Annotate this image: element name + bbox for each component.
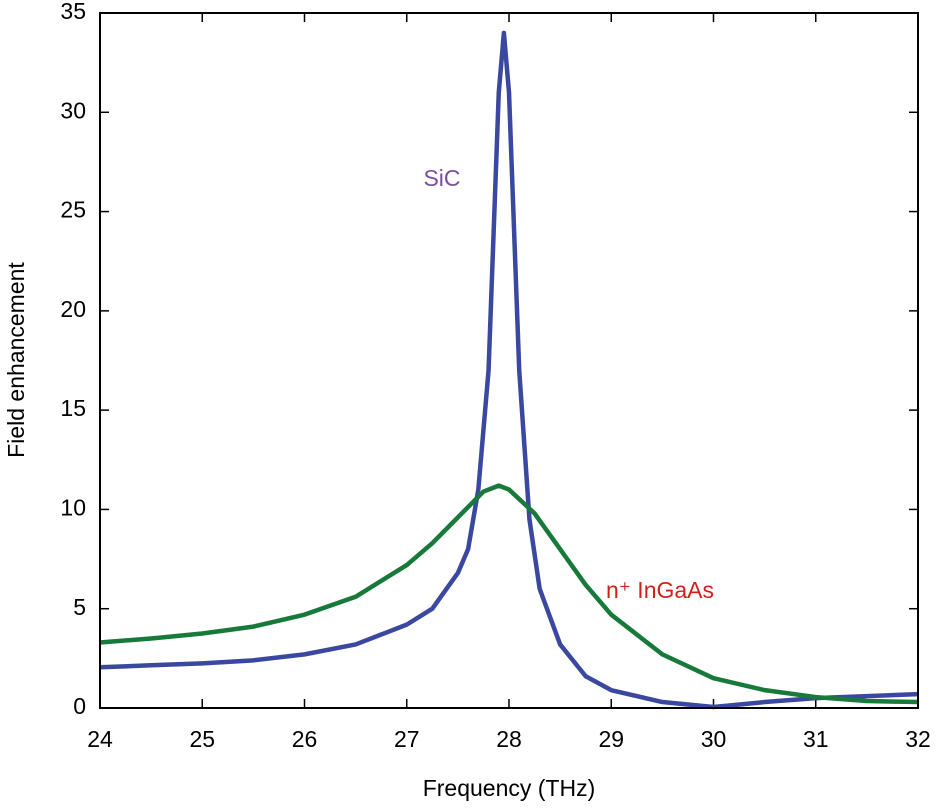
series-label: n⁺ InGaAs <box>606 577 714 603</box>
y-axis-label: Field enhancement <box>3 262 29 458</box>
plot-frame <box>99 12 919 709</box>
x-tick-label: 29 <box>598 726 624 752</box>
y-tick-label: 30 <box>60 97 86 123</box>
series-label: SiC <box>423 165 460 191</box>
y-tick-label: 35 <box>60 0 86 24</box>
x-tick-label: 25 <box>189 726 215 752</box>
x-axis-label: Frequency (THz) <box>423 775 596 801</box>
y-tick-label: 25 <box>60 197 86 223</box>
y-tick-label: 15 <box>60 395 86 421</box>
y-tick-label: 10 <box>60 495 86 521</box>
y-tick-label: 5 <box>73 594 86 620</box>
y-tick-label: 20 <box>60 296 86 322</box>
line <box>99 483 919 705</box>
y-tick-label: 0 <box>73 693 86 719</box>
x-tick-label: 32 <box>905 726 931 752</box>
x-tick-label: 28 <box>496 726 522 752</box>
x-tick-label: 26 <box>292 726 318 752</box>
x-tick-label: 27 <box>394 726 420 752</box>
line <box>99 30 919 710</box>
x-tick-label: 30 <box>701 726 727 752</box>
x-tick-label: 31 <box>803 726 829 752</box>
x-tick-label: 24 <box>87 726 113 752</box>
